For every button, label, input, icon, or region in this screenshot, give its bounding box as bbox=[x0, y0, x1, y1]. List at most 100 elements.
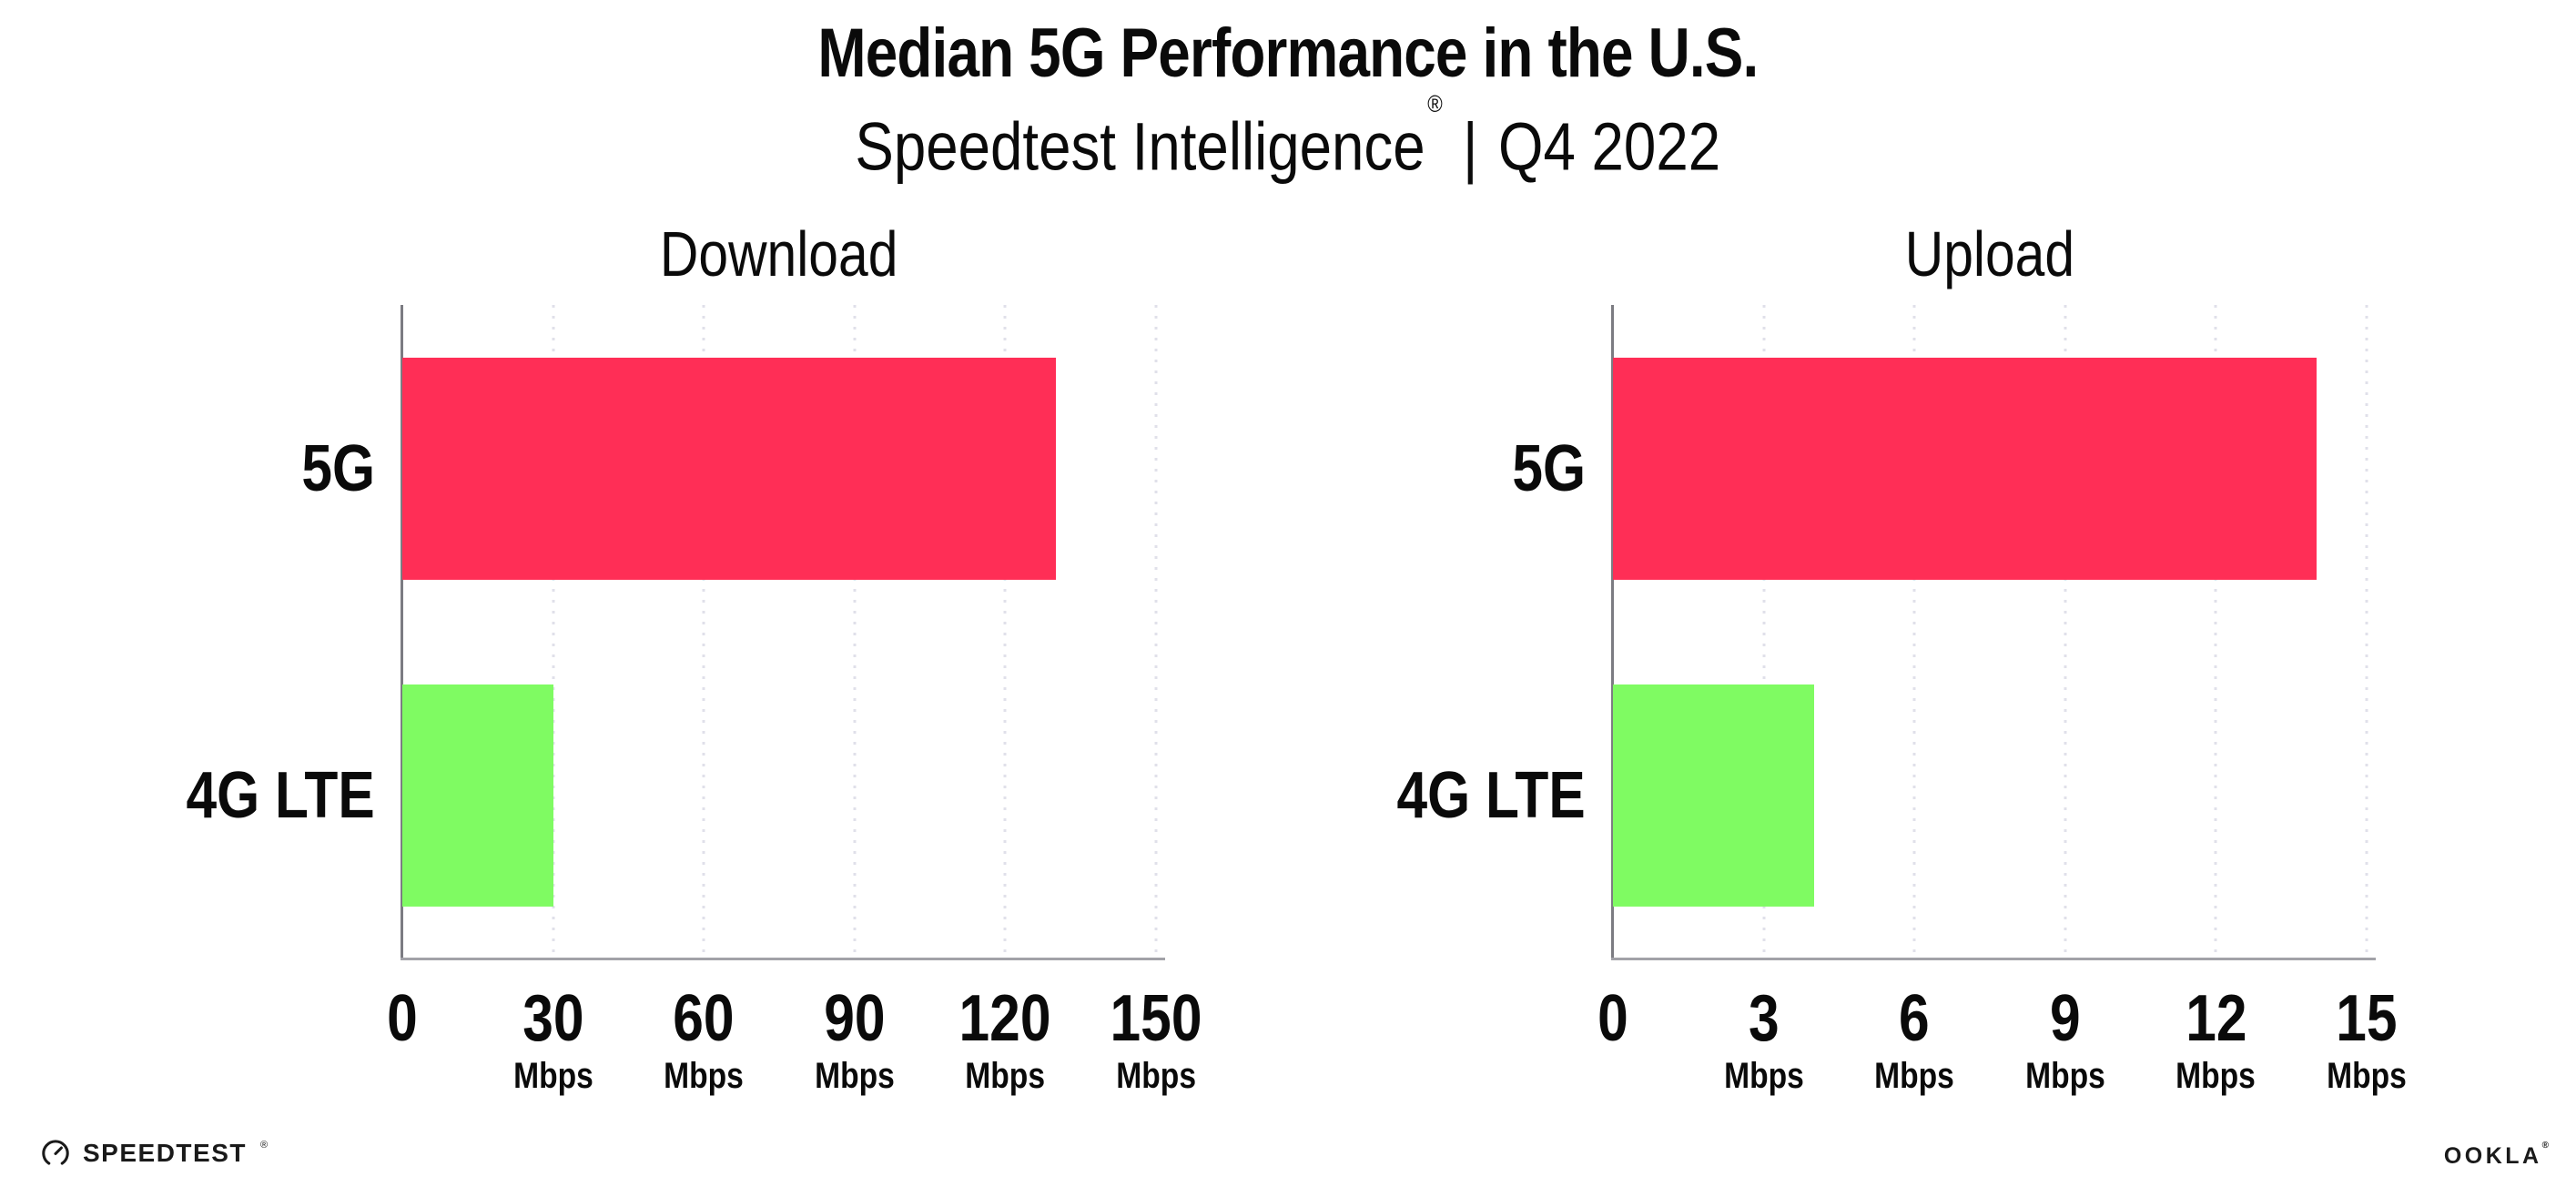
x-tick-unit-text: Mbps bbox=[965, 1056, 1046, 1096]
x-tick-unit: Mbps bbox=[1101, 1055, 1211, 1097]
x-tick-150: 150 Mbps bbox=[1101, 984, 1211, 1097]
x-tick-unit: Mbps bbox=[2168, 1055, 2263, 1097]
gridline-6 bbox=[1912, 305, 1916, 959]
speedtest-registered-mark: ® bbox=[259, 1140, 269, 1151]
x-tick-unit-text: Mbps bbox=[2175, 1056, 2257, 1096]
x-tick-unit: Mbps bbox=[2319, 1055, 2414, 1097]
x-tick-number-text: 3 bbox=[1748, 982, 1780, 1055]
chart-title-text: Download bbox=[660, 218, 898, 289]
chart-title-download: Download bbox=[402, 216, 1156, 292]
speedtest-logo-text: SPEEDTEST bbox=[83, 1139, 247, 1167]
bar-4g-lte bbox=[1613, 684, 1814, 907]
x-tick-unit-text: Mbps bbox=[2024, 1056, 2105, 1096]
chart-title-upload: Upload bbox=[1613, 216, 2367, 292]
speedtest-gauge-icon bbox=[42, 1140, 69, 1165]
x-tick-unit: Mbps bbox=[1716, 1055, 1810, 1097]
plot-area: 5G 4G LTE bbox=[187, 305, 1165, 960]
page-title: Median 5G Performance in the U.S. bbox=[0, 16, 2576, 91]
x-tick-60: 60 Mbps bbox=[656, 984, 751, 1097]
x-tick-number: 6 bbox=[1867, 984, 1962, 1053]
x-tick-unit: Mbps bbox=[656, 1055, 751, 1097]
x-tick-number-text: 120 bbox=[958, 982, 1051, 1055]
x-tick-number: 30 bbox=[505, 984, 600, 1053]
plot-area: 5G 4G LTE bbox=[1397, 305, 2376, 960]
bar-5g bbox=[402, 357, 1056, 580]
x-tick-number: 150 bbox=[1101, 984, 1211, 1053]
ookla-registered-mark: ® bbox=[2541, 1140, 2549, 1151]
x-tick-unit-text: Mbps bbox=[512, 1056, 593, 1096]
gridline-30 bbox=[552, 305, 555, 959]
x-tick-number: 12 bbox=[2168, 984, 2263, 1053]
chart-download: Download 5G 4G LTE 0 30 Mbps 60 Mbps 90 Mbps 120… bbox=[187, 218, 1202, 1096]
page-subtitle-text: Speedtest Intelligence® | Q4 2022 bbox=[855, 90, 1721, 189]
gridline-3 bbox=[1762, 305, 1766, 959]
x-tick-0: 0 bbox=[1595, 984, 1631, 1053]
x-axis-line bbox=[1611, 958, 2376, 960]
category-label-text: 4G LTE bbox=[186, 758, 375, 832]
x-tick-120: 120 Mbps bbox=[950, 984, 1060, 1097]
y-axis-spine bbox=[401, 305, 403, 959]
x-tick-number-text: 12 bbox=[2185, 982, 2247, 1055]
x-tick-number: 0 bbox=[384, 984, 421, 1053]
ookla-logo: OOKLA® bbox=[2443, 1140, 2549, 1170]
x-tick-3: 3 Mbps bbox=[1716, 984, 1810, 1097]
x-tick-15: 15 Mbps bbox=[2319, 984, 2414, 1097]
gridline-150 bbox=[1154, 305, 1158, 959]
x-tick-number-text: 90 bbox=[824, 982, 886, 1055]
x-tick-unit: Mbps bbox=[505, 1055, 600, 1097]
gridline-9 bbox=[2064, 305, 2067, 959]
x-tick-unit-text: Mbps bbox=[664, 1056, 745, 1096]
x-tick-unit-text: Mbps bbox=[814, 1056, 895, 1096]
category-label-4g-lte: 4G LTE bbox=[1361, 758, 1586, 833]
x-tick-90: 90 Mbps bbox=[807, 984, 902, 1097]
x-tick-number-text: 150 bbox=[1110, 982, 1202, 1055]
x-tick-number-text: 15 bbox=[2336, 982, 2398, 1055]
gridline-120 bbox=[1003, 305, 1007, 959]
category-label-5g: 5G bbox=[1498, 431, 1586, 506]
x-tick-unit: Mbps bbox=[807, 1055, 902, 1097]
x-tick-unit-text: Mbps bbox=[1874, 1056, 1955, 1096]
subtitle-separator: | bbox=[1463, 108, 1478, 185]
x-tick-number: 0 bbox=[1595, 984, 1631, 1053]
x-tick-0: 0 bbox=[384, 984, 421, 1053]
x-tick-number-text: 0 bbox=[1597, 982, 1628, 1055]
x-tick-30: 30 Mbps bbox=[505, 984, 600, 1097]
subtitle-brand: Speedtest Intelligence bbox=[855, 108, 1425, 185]
x-tick-number: 15 bbox=[2319, 984, 2414, 1053]
category-label-text: 5G bbox=[301, 431, 375, 505]
y-axis-spine bbox=[1611, 305, 1614, 959]
x-tick-number-text: 60 bbox=[673, 982, 735, 1055]
category-label-text: 4G LTE bbox=[1396, 758, 1586, 832]
x-tick-unit-text: Mbps bbox=[2327, 1056, 2407, 1096]
gridline-60 bbox=[702, 305, 705, 959]
subtitle-period: Q4 2022 bbox=[1498, 108, 1721, 185]
x-tick-unit: Mbps bbox=[1867, 1055, 1962, 1097]
x-tick-number: 60 bbox=[656, 984, 751, 1053]
registered-mark: ® bbox=[1427, 90, 1443, 117]
gridline-15 bbox=[2365, 305, 2368, 959]
gridline-12 bbox=[2214, 305, 2217, 959]
bar-4g-lte bbox=[402, 684, 553, 907]
x-tick-unit-text: Mbps bbox=[1116, 1056, 1196, 1096]
bar-5g bbox=[1613, 357, 2317, 580]
page-title-text: Median 5G Performance in the U.S. bbox=[817, 15, 1759, 92]
x-tick-6: 6 Mbps bbox=[1867, 984, 1962, 1097]
x-tick-number-text: 0 bbox=[387, 982, 418, 1055]
x-tick-number-text: 30 bbox=[522, 982, 584, 1055]
x-tick-number: 3 bbox=[1716, 984, 1810, 1053]
x-tick-unit: Mbps bbox=[950, 1055, 1060, 1097]
x-tick-unit: Mbps bbox=[2018, 1055, 2113, 1097]
category-label-4g-lte: 4G LTE bbox=[150, 758, 375, 833]
x-tick-9: 9 Mbps bbox=[2018, 984, 2113, 1097]
x-tick-12: 12 Mbps bbox=[2168, 984, 2263, 1097]
chart-title-text: Upload bbox=[1904, 218, 2075, 289]
speedtest-logo: SPEEDTEST ® bbox=[40, 1133, 268, 1173]
category-label-5g: 5G bbox=[288, 431, 375, 506]
gridline-90 bbox=[853, 305, 857, 959]
x-tick-number-text: 9 bbox=[2049, 982, 2081, 1055]
chart-upload: Upload 5G 4G LTE 0 3 Mbps 6 Mbps 9 Mbps 12 Mbps 15… bbox=[1397, 218, 2407, 1096]
x-tick-unit-text: Mbps bbox=[1723, 1056, 1804, 1096]
x-tick-number: 120 bbox=[950, 984, 1060, 1053]
ookla-logo-text: OOKLA bbox=[2443, 1143, 2542, 1169]
